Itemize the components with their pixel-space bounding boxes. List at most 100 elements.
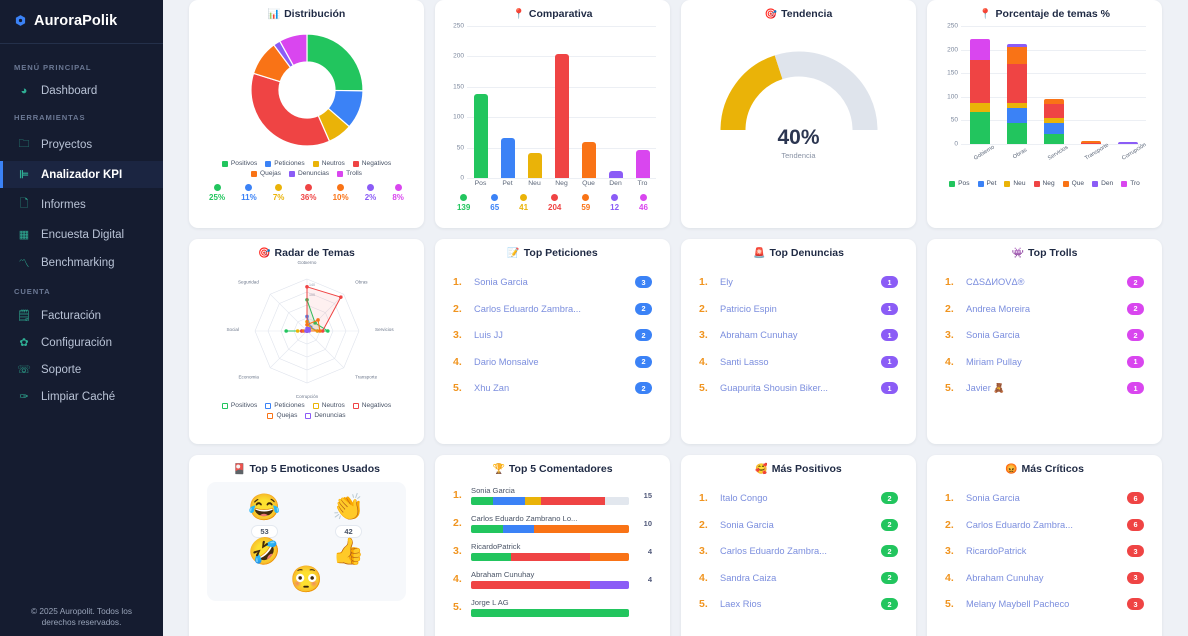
list-item[interactable]: 4. Abraham Cunuhay 3 xyxy=(945,565,1144,592)
entry-name[interactable]: Sandra Caiza xyxy=(720,572,777,583)
count-badge: 2 xyxy=(881,571,898,584)
sidebar-item-facturaci-n[interactable]: 🗒 Facturación xyxy=(0,302,163,329)
entry-name[interactable]: Santi Lasso xyxy=(720,356,769,367)
entry-name[interactable]: RicardoPatrick xyxy=(966,546,1027,557)
sidebar-item-limpiar-cach-[interactable]: ✑ Limpiar Caché xyxy=(0,383,163,410)
entry-name[interactable]: Carlos Eduardo Zambra... xyxy=(720,546,827,557)
list-item[interactable]: 5. Xhu Zan 2 xyxy=(453,375,652,402)
entry-name[interactable]: Melany Maybell Pacheco xyxy=(966,599,1070,610)
entry-name[interactable]: Laex Rios xyxy=(720,599,762,610)
entry-name[interactable]: Javier 🧸 xyxy=(966,382,1005,393)
list-item[interactable]: 5. Jorge L AG xyxy=(453,593,652,621)
entry-name[interactable]: Abraham Cunuhay xyxy=(966,572,1044,583)
stack-segment xyxy=(1080,141,1101,143)
rank-number: 4. xyxy=(945,355,954,368)
list-item[interactable]: 3. Sonia Garcia 2 xyxy=(945,322,1144,349)
list-item[interactable]: 5. Javier 🧸 1 xyxy=(945,375,1144,402)
stat-value: 59 xyxy=(581,203,591,212)
emoji-item: 👍 xyxy=(321,537,377,565)
entry-name[interactable]: Dario Monsalve xyxy=(474,356,539,367)
list-item[interactable]: 4. Miriam Pullay 1 xyxy=(945,349,1144,376)
list-item[interactable]: 2. Andrea Moreira 2 xyxy=(945,296,1144,323)
bar-segment xyxy=(493,496,525,505)
entry-name[interactable]: Carlos Eduardo Zambra... xyxy=(474,303,581,314)
sidebar-item-proyectos[interactable]: 🗀 Proyectos xyxy=(0,128,163,161)
survey-chart-icon: ▦ xyxy=(18,229,30,241)
list-item[interactable]: 2. Sonia Garcia 2 xyxy=(699,512,898,539)
legend-swatch xyxy=(1004,180,1011,187)
rank-number: 1. xyxy=(945,276,954,289)
broom-icon: ✑ xyxy=(19,391,29,403)
sidebar-item-informes[interactable]: 🗋 Informes xyxy=(0,188,163,221)
list-item[interactable]: 1. Sonia Garcia 15 xyxy=(453,481,652,509)
list-item[interactable]: 1. CΔSΔИOVΔ® 2 xyxy=(945,269,1144,296)
legend-swatch xyxy=(265,402,272,409)
sidebar-item-label: Proyectos xyxy=(41,138,93,151)
svg-text:Transporte: Transporte xyxy=(355,374,377,379)
entry-name[interactable]: Ely xyxy=(720,277,733,288)
card-porcentaje-temas: 📍 Porcentaje de temas % 0 50 100 150 200 250 … xyxy=(927,0,1162,228)
rank-number: 3. xyxy=(453,545,462,557)
list-item[interactable]: 1. Sonia Garcia 3 xyxy=(453,269,652,296)
svg-text:Servicios: Servicios xyxy=(375,327,394,332)
legend-swatch xyxy=(221,160,228,167)
legend-label: Tro xyxy=(1130,180,1140,187)
list-item[interactable]: 4. Abraham Cunuhay 4 xyxy=(453,565,652,593)
x-axis-tick: Corrupción xyxy=(1120,142,1147,162)
sidebar-item-soporte[interactable]: ☏ Soporte xyxy=(0,356,163,383)
rank-number: 1. xyxy=(945,492,954,505)
brand[interactable]: AuroraPolik xyxy=(0,0,163,44)
entry-name[interactable]: Sonia Garcia xyxy=(966,330,1020,341)
list-item[interactable]: 1. Italo Congo 2 xyxy=(699,485,898,512)
sidebar-item-benchmarking[interactable]: 〽 Benchmarking xyxy=(0,248,163,278)
entry-name[interactable]: Sonia Garcia xyxy=(474,277,528,288)
list-item[interactable]: 2. Carlos Eduardo Zambra... 6 xyxy=(945,512,1144,539)
entry-name[interactable]: Xhu Zan xyxy=(474,383,510,394)
entry-name[interactable]: Luis JJ xyxy=(474,330,503,341)
entry-name[interactable]: Carlos Eduardo Zambra... xyxy=(966,519,1073,530)
sidebar-item-configuraci-n[interactable]: ✿ Configuración xyxy=(0,329,163,356)
entry-name[interactable]: Miriam Pullay xyxy=(966,356,1022,367)
entry-name[interactable]: CΔSΔИOVΔ® xyxy=(966,277,1025,288)
entry-name[interactable]: Abraham Cunuhay xyxy=(720,330,798,341)
list-item[interactable]: 3. Carlos Eduardo Zambra... 2 xyxy=(699,538,898,565)
list-item[interactable]: 3. Luis JJ 2 xyxy=(453,322,652,349)
list-item[interactable]: 3. RicardoPatrick 3 xyxy=(945,538,1144,565)
entry-name[interactable]: Sonia Garcia xyxy=(720,519,774,530)
entry-name[interactable]: Andrea Moreira xyxy=(966,303,1031,314)
card-title-text: Radar de Temas xyxy=(274,247,355,259)
legend-swatch xyxy=(267,412,274,419)
entry-name[interactable]: Sonia Garcia xyxy=(966,493,1020,504)
entry-name[interactable]: Guapurita Shousin Biker... xyxy=(720,383,829,394)
stat-item: 8% xyxy=(392,184,404,202)
list-item[interactable]: 4. Sandra Caiza 2 xyxy=(699,565,898,592)
list-item[interactable]: 4. Santi Lasso 1 xyxy=(699,349,898,376)
stacked-bar-series xyxy=(961,26,1146,144)
list-item[interactable]: 1. Ely 1 xyxy=(699,269,898,296)
list-item[interactable]: 2. Patricio Espin 1 xyxy=(699,296,898,323)
legend-swatch xyxy=(352,402,359,409)
list-item[interactable]: 2. Carlos Eduardo Zambra... 2 xyxy=(453,296,652,323)
legend-label: Neu xyxy=(1013,180,1026,187)
entry-name[interactable]: Patricio Espin xyxy=(720,303,777,314)
list-item[interactable]: 2. Carlos Eduardo Zambrano Lo... 10 xyxy=(453,509,652,537)
legend-item: Negativos xyxy=(352,402,391,409)
list-item[interactable]: 5. Melany Maybell Pacheco 3 xyxy=(945,591,1144,618)
list-item[interactable]: 5. Laex Rios 2 xyxy=(699,591,898,618)
legend-item: Neg xyxy=(1033,180,1055,187)
list-item[interactable]: 3. Abraham Cunuhay 1 xyxy=(699,322,898,349)
entry-name[interactable]: Italo Congo xyxy=(720,493,768,504)
sidebar-item-encuesta-digital[interactable]: ▦ Encuesta Digital xyxy=(0,221,163,248)
y-axis-tick: 0 xyxy=(954,140,958,148)
stack-segment xyxy=(1006,63,1027,103)
count-badge: 1 xyxy=(881,302,898,315)
sidebar-item-analizador-kpi[interactable]: ⊫ Analizador KPI xyxy=(0,161,163,188)
list-item[interactable]: 4. Dario Monsalve 2 xyxy=(453,349,652,376)
list-item[interactable]: 1. Sonia Garcia 6 xyxy=(945,485,1144,512)
list-item[interactable]: 3. RicardoPatrick 4 xyxy=(453,537,652,565)
list-item[interactable]: 5. Guapurita Shousin Biker... 1 xyxy=(699,375,898,402)
sidebar-item-label: Configuración xyxy=(41,336,112,349)
sidebar-item-dashboard[interactable]: ◕ Dashboard xyxy=(0,78,163,104)
card-title: 🚨 Top Denuncias xyxy=(691,247,906,259)
emoji-panel: 😂 53 👏 42 🤣 👍 😳 xyxy=(207,482,406,601)
